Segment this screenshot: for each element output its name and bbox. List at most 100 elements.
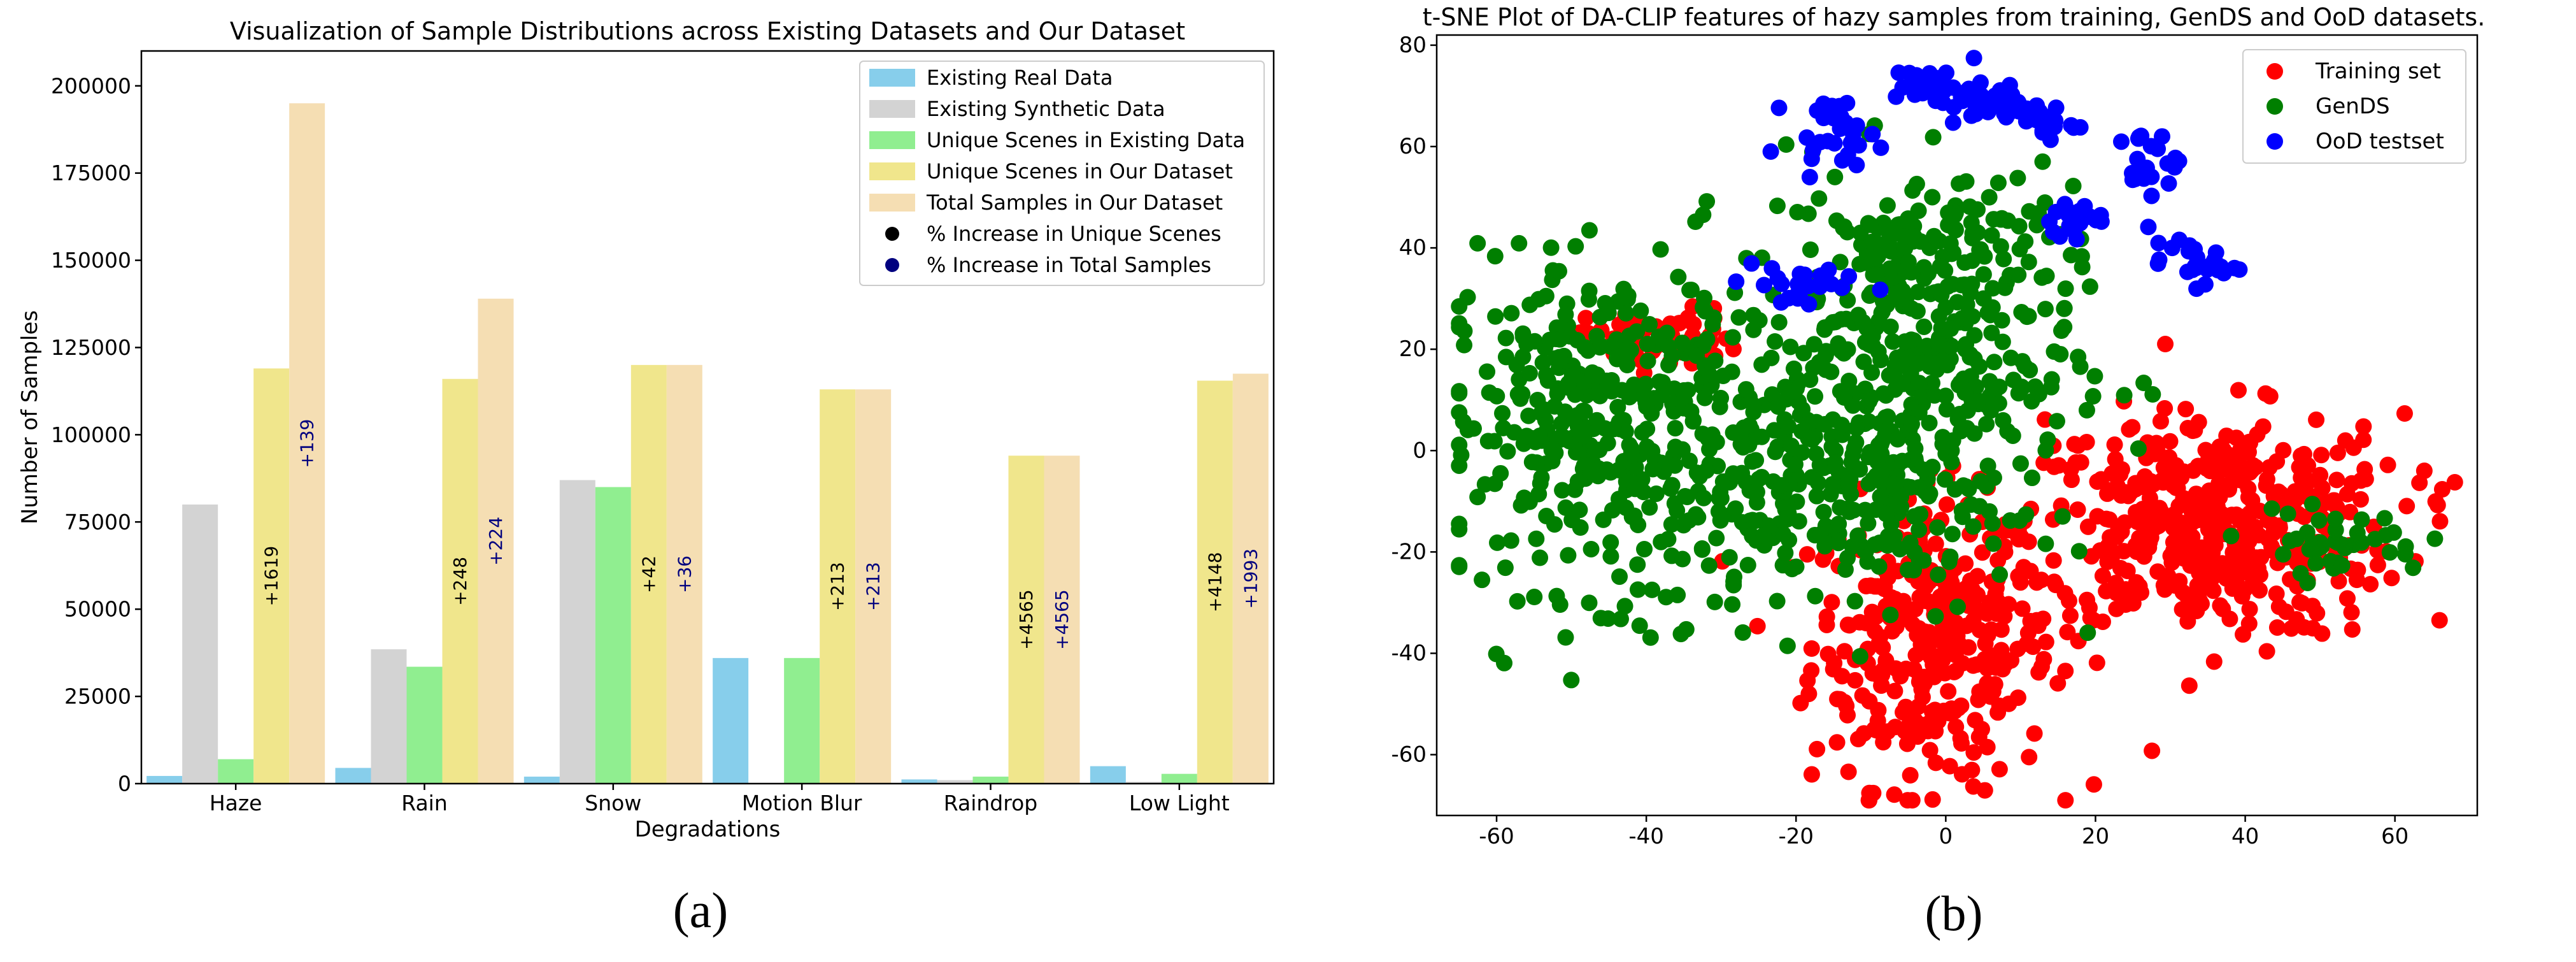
scatter-point: [2396, 405, 2413, 422]
scatter-point: [2343, 475, 2360, 492]
legend-label: % Increase in Unique Scenes: [927, 222, 1221, 246]
scatter-point: [1569, 473, 1586, 490]
scatter-point: [1811, 354, 1828, 371]
scatter-point: [2037, 301, 2054, 318]
scatter-point: [1907, 601, 1924, 618]
scatter-point: [1667, 457, 1684, 474]
scatter-point: [1933, 77, 1950, 94]
scatter-point: [1947, 222, 1964, 239]
scatter-point: [1929, 519, 1946, 536]
caption-a: (a): [673, 882, 729, 938]
scatter-point: [1590, 461, 1607, 478]
scatter-point: [1846, 592, 1863, 610]
scatter-point: [1825, 479, 1842, 496]
scatter-point: [1707, 352, 1724, 370]
legend-label: Unique Scenes in Our Dataset: [927, 159, 1233, 183]
scatter-point: [1984, 280, 2002, 297]
scatter-point: [2223, 528, 2240, 545]
scatter-point: [1994, 333, 2011, 350]
scatter-point: [2279, 505, 2296, 522]
scatter-point: [1769, 398, 1786, 415]
scatter-point: [1724, 596, 1741, 613]
scatter-point: [1961, 198, 1979, 215]
scatter-point: [1943, 454, 1960, 471]
scatter-point: [1949, 598, 1966, 615]
scatter-point: [1920, 487, 1937, 505]
scatter-point: [2328, 471, 2345, 489]
scatter-point: [2199, 261, 2216, 278]
scatter-point: [1488, 387, 1505, 405]
scatter-point: [2383, 570, 2400, 587]
scatter-point: [2061, 607, 2079, 624]
scatter-point: [1967, 105, 1984, 122]
scatter-point: [2155, 459, 2172, 476]
scatter-point: [1583, 540, 1600, 557]
scatter-point: [1998, 108, 2015, 126]
scatter-point: [2258, 643, 2275, 660]
scatter-point: [1724, 329, 1741, 346]
scatter-point: [1762, 143, 1779, 160]
bar: [1090, 766, 1126, 784]
bar: [1008, 456, 1044, 784]
scatter-point: [1925, 227, 1942, 245]
scatter-point: [1699, 430, 1716, 447]
scatter-point: [2072, 118, 2089, 136]
scatter-point: [2184, 261, 2201, 278]
scatter-point: [1476, 476, 1493, 493]
scatter-point: [1872, 488, 1889, 505]
scatter-point: [1626, 507, 1643, 524]
scatter-point: [2119, 487, 2137, 505]
scatter-point: [1840, 468, 1857, 485]
scatter-point: [2034, 153, 2051, 170]
scatter-point: [2293, 594, 2310, 612]
percent-label: +4148: [1204, 552, 1225, 612]
x-tick-label: Raindrop: [944, 791, 1037, 815]
scatter-point: [1479, 433, 1497, 450]
scatter-point: [1828, 734, 1846, 751]
scatter-point: [2431, 612, 2448, 629]
scatter-point: [2254, 418, 2272, 435]
y-tick-label: 60: [1399, 134, 1427, 159]
scatter-point: [1930, 566, 1947, 584]
scatter-point: [2121, 420, 2138, 438]
scatter-point: [1886, 528, 1903, 545]
legend-swatch: [869, 194, 915, 212]
scatter-point: [1811, 190, 1828, 207]
x-tick-label: Haze: [210, 791, 262, 815]
scatter-point: [1512, 390, 1529, 407]
scatter-point: [2190, 589, 2207, 607]
y-tick-label: 175000: [51, 161, 131, 185]
bar-marks: +1619 +248 +42 +213 +4565 +4148 +139 +224 +36 +21…: [146, 103, 1269, 784]
y-tick-label: 40: [1399, 235, 1427, 261]
scatter-point: [1877, 652, 1895, 669]
scatter-point: [1623, 444, 1640, 461]
scatter-point: [2017, 233, 2034, 250]
scatter-point: [1684, 413, 1702, 430]
scatter-point: [1634, 424, 1651, 441]
scatter-point: [1808, 487, 1825, 505]
scatter-point: [2069, 501, 2086, 519]
scatter-point: [1898, 735, 1916, 752]
scatter-point: [1981, 503, 1998, 520]
scatter-point: [1953, 697, 1970, 714]
scatter-point: [1860, 515, 1877, 532]
scatter-point: [1644, 461, 1662, 478]
scatter-point: [2206, 514, 2223, 531]
scatter-point: [1706, 593, 1723, 610]
scatter-point: [1965, 657, 1982, 674]
scatter-point: [1900, 210, 1917, 227]
scatter-point: [1972, 74, 1989, 91]
scatter-point: [2153, 128, 2170, 145]
scatter-point: [2046, 343, 2063, 360]
scatter-point: [1641, 499, 1658, 516]
scatter-point: [1642, 629, 1659, 646]
legend-swatch: [869, 100, 915, 118]
scatter-point: [2010, 103, 2027, 120]
scatter-point: [1788, 558, 1805, 575]
scatter-point: [1728, 273, 1745, 291]
scatter-point: [1949, 410, 1967, 427]
scatter-point: [2152, 413, 2169, 430]
legend-label: Existing Synthetic Data: [927, 97, 1165, 121]
bar-y-axis-label: Number of Samples: [17, 310, 43, 524]
scatter-legend: Training set GenDS OoD testset: [2242, 49, 2466, 164]
